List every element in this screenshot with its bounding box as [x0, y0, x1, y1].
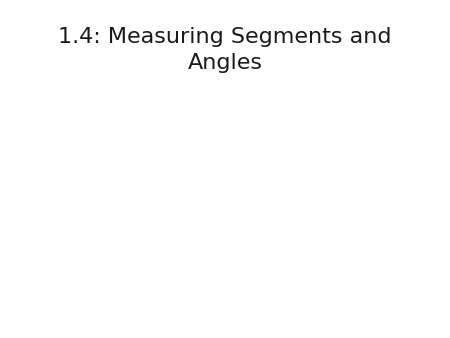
Text: 1.4: Measuring Segments and
Angles: 1.4: Measuring Segments and Angles: [58, 27, 392, 73]
